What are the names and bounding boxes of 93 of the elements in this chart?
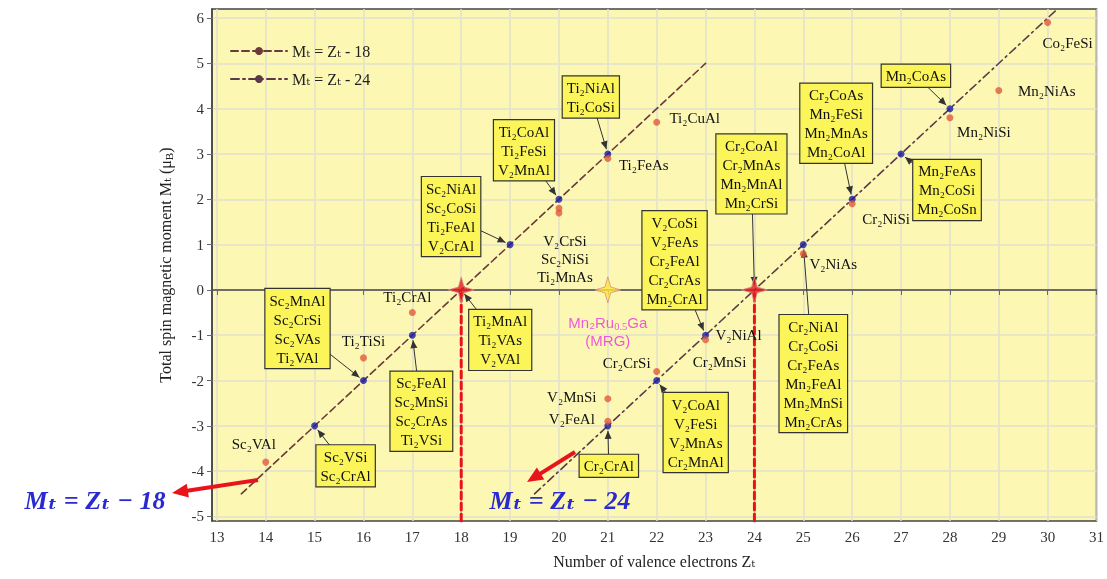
annotation: Sc₂NiAl Sc₂CoSi Ti₂FeAl V₂CrAl	[425, 180, 477, 254]
point	[653, 118, 661, 126]
annotation: Mn₂FeAs Mn₂CoSi Mn₂CoSn	[917, 163, 978, 218]
annotation: V₂CrSi Sc₂NiSi Ti₂MnAs	[537, 232, 593, 285]
point	[946, 114, 954, 122]
x-tick-label: 31	[1089, 528, 1104, 545]
point	[447, 276, 475, 304]
annotation: Sc₂VAl	[231, 436, 276, 453]
point	[506, 241, 514, 249]
y-tick-label: 4	[196, 100, 205, 117]
point	[653, 377, 661, 385]
text: Mₜ = Zₜ − 18	[23, 485, 166, 515]
annotation: Mn₂NiSi	[957, 123, 1011, 140]
x-tick-label: 26	[844, 528, 861, 545]
y-axis-title: Total spin magnetic moment Mₜ (μB)	[156, 147, 175, 383]
point	[604, 155, 612, 163]
annotation: Cr₂CoAl Cr₂MnAs Mn₂MnAl Mn₂CrSi	[720, 137, 783, 211]
annotation: Ti₂CuAl	[669, 110, 720, 127]
x-tick-label: 27	[893, 528, 910, 545]
annotation: V₂CoAl V₂FeSi V₂MnAs Cr₂MnAl	[667, 396, 724, 470]
x-tick-label: 28	[942, 528, 958, 545]
annotation: Mₜ = Zₜ − 24	[488, 485, 631, 515]
legend-label: Mₜ = Zₜ - 24	[292, 70, 371, 88]
y-tick-label: 2	[196, 191, 204, 208]
x-tick-label: 16	[355, 528, 372, 545]
annotation: Mn₂Ru0.5Ga (MRG)	[568, 314, 648, 350]
point	[555, 195, 563, 203]
point	[740, 276, 768, 304]
annotation: Mn₂CoAs	[885, 68, 947, 85]
annotation: Sc₂MnAl Sc₂CrSi Sc₂VAs Ti₂VAl	[269, 292, 326, 366]
x-tick-label: 23	[698, 528, 714, 545]
y-tick-label: 1	[196, 236, 204, 253]
point	[311, 422, 319, 430]
y-tick-label: -3	[191, 417, 204, 434]
annotation: Ti₂CoAl Ti₂FeSi V₂MnAl	[498, 123, 550, 178]
y-tick-label: -5	[191, 508, 204, 525]
point	[1044, 19, 1052, 27]
annotation: Ti₂MnAl Ti₂VAs V₂VAl	[473, 313, 528, 368]
annotation: V₂MnSi	[547, 388, 597, 405]
annotation: V₂NiAs	[809, 255, 858, 272]
x-tick-label: 30	[1040, 528, 1056, 545]
annotation: Ti₂FeAs	[618, 156, 669, 173]
annotation: Ti₂TiSi	[341, 332, 386, 349]
y-tick-label: 5	[196, 55, 204, 72]
x-tick-label: 13	[209, 528, 225, 545]
point	[262, 458, 270, 466]
x-tick-label: 19	[502, 528, 518, 545]
annotation: Cr₂CrSi	[602, 355, 651, 372]
point	[604, 417, 612, 425]
x-tick-label: 25	[795, 528, 811, 545]
point	[408, 309, 416, 317]
x-tick-label: 18	[453, 528, 469, 545]
y-tick-label: 6	[196, 10, 205, 27]
annotation: Cr₂CoAs Mn₂FeSi Mn₂MnAs Mn₂CoAl	[804, 87, 869, 161]
point	[360, 377, 367, 385]
x-tick-label: 22	[649, 528, 665, 545]
annotation: Ti₂NiAl Ti₂CoSi	[566, 79, 615, 115]
annotation: Sc₂FeAl Sc₂MnSi Sc₂CrAs Ti₂VSi	[394, 375, 449, 449]
annotation: Cr₂CrAl	[583, 458, 634, 475]
x-tick-label: 14	[258, 528, 274, 545]
annotation: V₂NiAl	[715, 327, 762, 344]
annotation: Mn₂NiAs	[1017, 82, 1076, 99]
point	[594, 276, 622, 304]
x-tick-label: 24	[746, 528, 763, 545]
point	[604, 395, 612, 403]
point	[946, 105, 954, 113]
point	[848, 200, 856, 208]
annotation: V₂CoSi V₂FeAs Cr₂FeAl Cr₂CrAs Mn₂CrAl	[646, 214, 703, 307]
x-tick-label: 17	[404, 528, 421, 545]
y-tick-label: 0	[196, 281, 204, 298]
annotation: Sc₂VSi Sc₂CrAl	[320, 448, 371, 484]
legend-label: Mₜ = Zₜ - 18	[292, 42, 371, 60]
annotation: Cr₂NiAl Cr₂CoSi Cr₂FeAs Mn₂FeAl Mn₂MnSi Mn₂CrAs	[783, 318, 844, 430]
x-tick-label: 29	[991, 528, 1007, 545]
x-tick-label: 20	[551, 528, 567, 545]
annotation: V₂FeAl	[548, 411, 595, 428]
y-tick-label: -4	[191, 463, 205, 480]
y-tick-label: -2	[191, 372, 204, 389]
point	[653, 367, 661, 375]
annotation: Cr₂MnSi	[692, 353, 747, 370]
point	[360, 354, 367, 362]
annotation: Ti₂CrAl	[383, 288, 432, 305]
annotation: Co₂FeSi	[1042, 34, 1093, 51]
x-axis-title: Number of valence electrons Zₜ	[553, 552, 756, 570]
annotation: Cr₂NiSi	[862, 210, 911, 227]
point	[702, 336, 710, 344]
y-tick-label: 3	[196, 145, 204, 162]
point	[799, 241, 807, 249]
x-tick-label: 15	[307, 528, 323, 545]
point	[995, 87, 1003, 95]
x-tick-label: 21	[600, 528, 616, 545]
point	[408, 331, 416, 339]
y-tick-label: -1	[191, 327, 204, 344]
